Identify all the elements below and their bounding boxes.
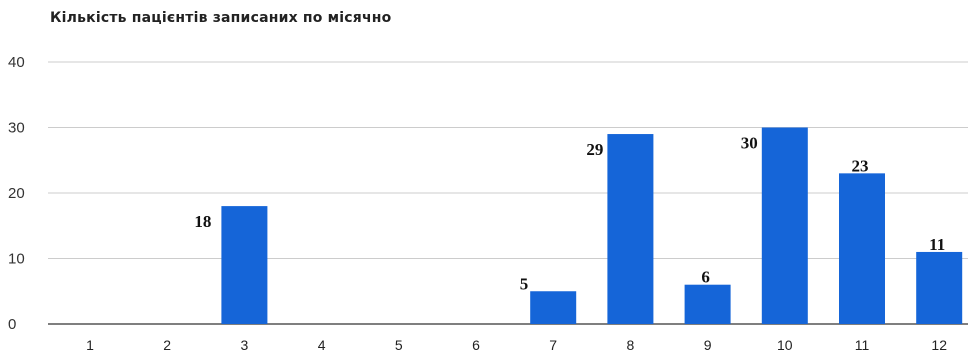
bar-12 (916, 251, 963, 324)
y-tick-label-0: 0 (8, 316, 16, 333)
data-label-9: 6 (701, 268, 710, 287)
x-tick-label-9: 9 (704, 337, 712, 353)
data-label-8: 29 (586, 140, 603, 159)
y-tick-label-20: 20 (8, 185, 25, 202)
x-tick-label-2: 2 (163, 337, 171, 353)
x-tick-label-10: 10 (777, 337, 793, 353)
x-tick-label-6: 6 (472, 337, 480, 353)
x-tick-label-1: 1 (86, 337, 94, 353)
x-tick-label-8: 8 (627, 337, 635, 353)
chart-title: Кількість пацієнтів записаних по місячно (50, 10, 392, 26)
data-label-3: 18 (194, 212, 211, 231)
bar-11 (839, 173, 885, 324)
data-label-10: 30 (741, 134, 758, 153)
y-tick-label-40: 40 (8, 54, 25, 71)
bar-3 (221, 206, 268, 324)
bar-10 (761, 127, 808, 324)
x-tick-label-4: 4 (318, 337, 326, 353)
data-label-12: 11 (929, 235, 945, 254)
y-tick-label-10: 10 (8, 251, 25, 268)
x-tick-label-7: 7 (549, 337, 557, 353)
bar-8 (607, 134, 654, 324)
bar-7 (530, 291, 577, 324)
y-tick-label-30: 30 (8, 120, 25, 137)
x-tick-label-11: 11 (855, 337, 870, 353)
x-tick-label-12: 12 (931, 337, 947, 353)
data-label-11: 23 (852, 156, 869, 175)
x-tick-label-3: 3 (241, 337, 249, 353)
data-label-7: 5 (520, 274, 529, 293)
bar-9 (684, 284, 731, 324)
x-tick-label-5: 5 (395, 337, 403, 353)
